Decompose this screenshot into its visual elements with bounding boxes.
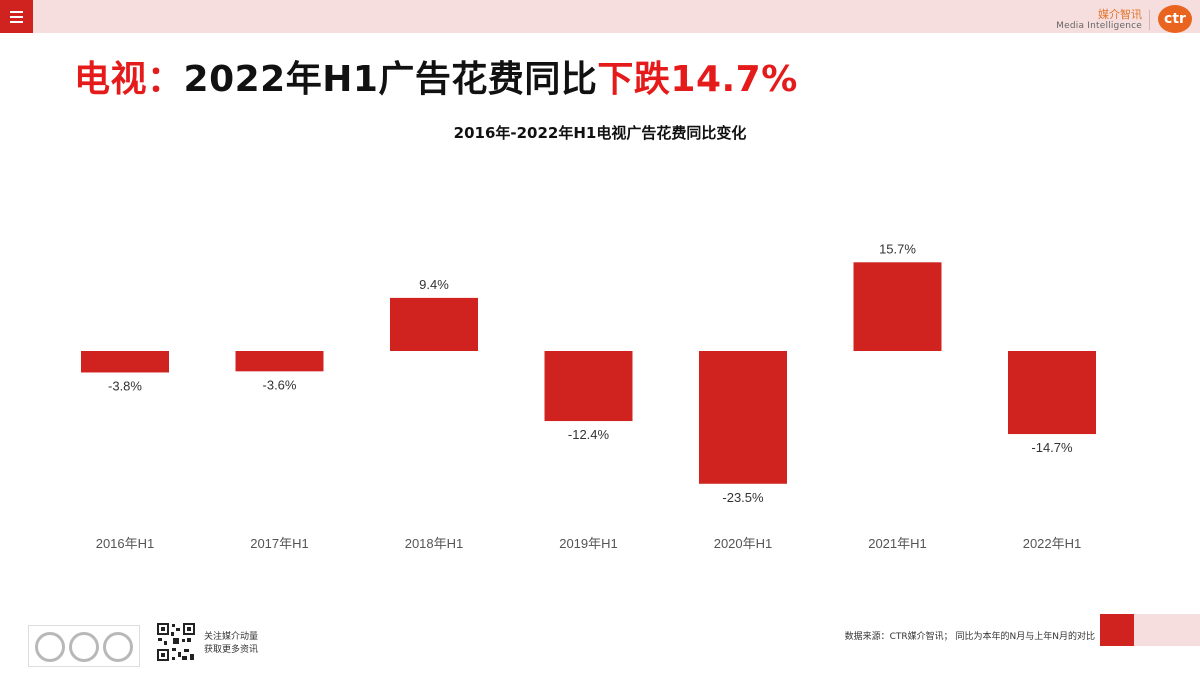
bar-2018年H1 bbox=[390, 297, 478, 351]
brand-divider bbox=[1149, 10, 1150, 30]
certification-badges bbox=[28, 625, 140, 667]
badge-icon bbox=[69, 632, 99, 662]
data-label: -3.6% bbox=[263, 377, 297, 392]
data-label: 15.7% bbox=[879, 241, 916, 256]
bar-2020年H1 bbox=[699, 351, 787, 484]
footer-accent bbox=[1100, 614, 1134, 646]
follow-text: 关注媒介动量 获取更多资讯 bbox=[204, 631, 258, 657]
qr-code-icon bbox=[156, 622, 196, 662]
data-source-note: 数据来源：CTR媒介智讯； 同比为本年的N月与上年N月的对比 bbox=[844, 632, 1095, 642]
data-label: -12.4% bbox=[568, 427, 610, 442]
chart-title: 2016年-2022年H1电视广告花费同比变化 bbox=[453, 124, 747, 142]
x-tick-label: 2019年H1 bbox=[559, 536, 618, 551]
badge-icon bbox=[35, 632, 65, 662]
badge-icon bbox=[103, 632, 133, 662]
bar-2022年H1 bbox=[1008, 351, 1096, 435]
bar-2019年H1 bbox=[544, 351, 633, 422]
x-tick-label: 2018年H1 bbox=[405, 536, 464, 551]
follow-line-1: 关注媒介动量 bbox=[204, 632, 259, 642]
data-label: -23.5% bbox=[722, 490, 764, 505]
brand-en: Media Intelligence bbox=[1056, 21, 1142, 31]
menu-icon[interactable] bbox=[0, 0, 33, 33]
x-tick-label: 2016年H1 bbox=[96, 536, 155, 551]
ctr-logo: ctr bbox=[1158, 5, 1192, 33]
data-label: -3.8% bbox=[108, 378, 142, 393]
top-bar: 媒介智讯 Media Intelligence ctr bbox=[0, 0, 1200, 33]
bar-chart: -3.8% 2016年H1 -3.6% 2017年H1 9.4% 2018年H1 -12.4… bbox=[81, 241, 1096, 551]
page-title: 电视：2022年H1广告花费同比下跌14.7% bbox=[74, 50, 798, 102]
title-main: 2022年H1广告花费同比 bbox=[183, 59, 598, 100]
bar-2021年H1 bbox=[853, 262, 942, 351]
x-tick-label: 2020年H1 bbox=[714, 536, 773, 551]
bar-2016年H1 bbox=[81, 351, 169, 373]
x-tick-label: 2021年H1 bbox=[868, 536, 927, 551]
x-tick-label: 2017年H1 bbox=[250, 536, 309, 551]
bar-2017年H1 bbox=[235, 351, 324, 372]
brand-cn: 媒介智讯 bbox=[1098, 8, 1142, 21]
follow-line-2: 获取更多资讯 bbox=[204, 645, 259, 655]
data-label: -14.7% bbox=[1031, 440, 1073, 455]
title-medium: 电视： bbox=[74, 59, 184, 100]
data-label: 9.4% bbox=[419, 277, 449, 292]
brand-text: 媒介智讯 Media Intelligence bbox=[1056, 9, 1142, 31]
title-highlight: 下跌14.7% bbox=[597, 59, 798, 100]
x-tick-label: 2022年H1 bbox=[1023, 536, 1082, 551]
